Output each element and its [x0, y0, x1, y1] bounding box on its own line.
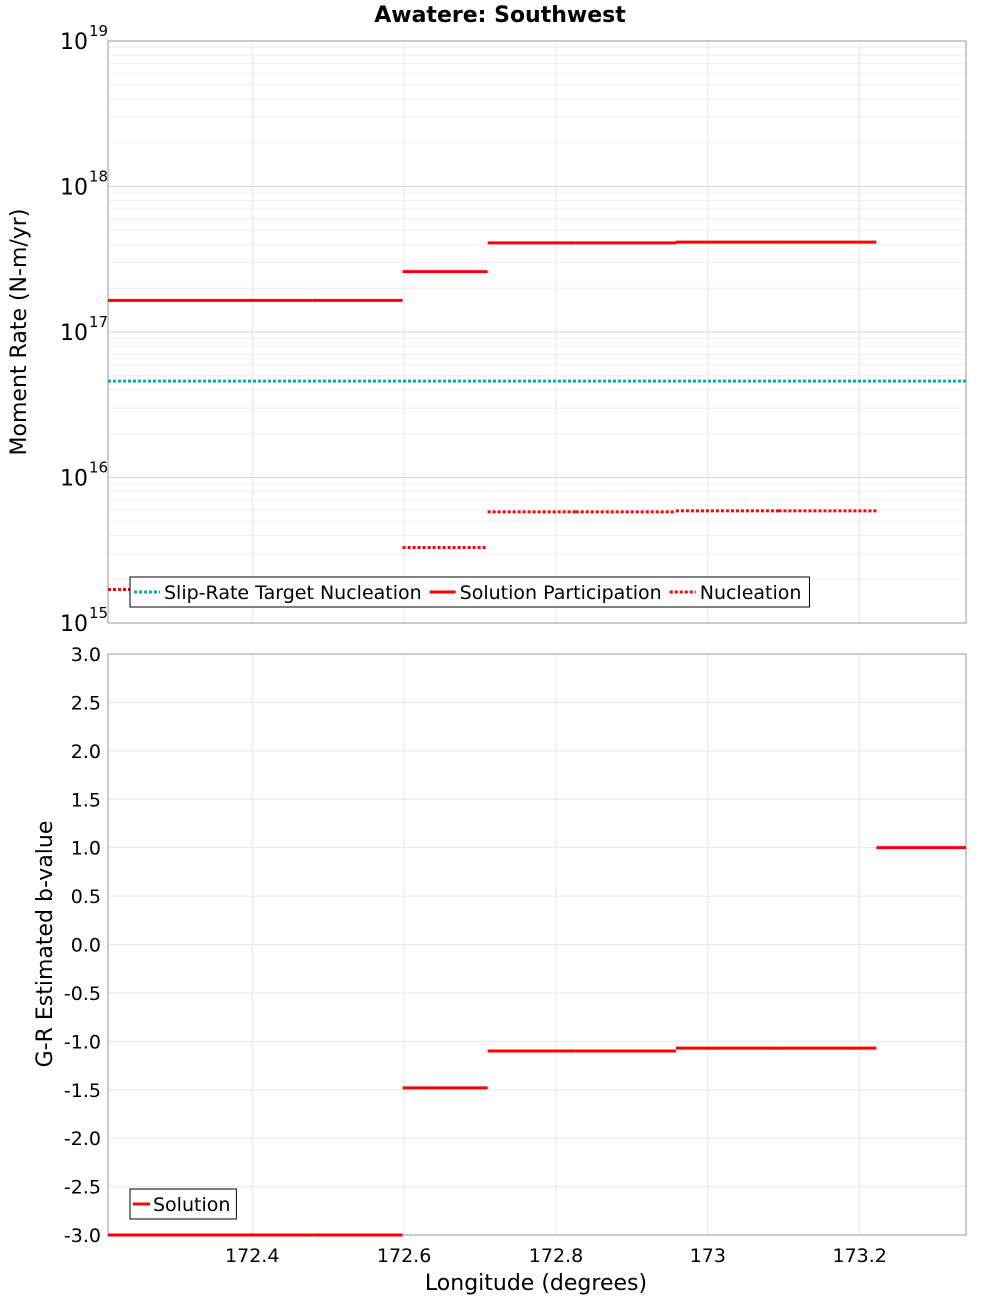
legend-label: Nucleation — [700, 582, 802, 604]
x-tick-label: 172.4 — [225, 1245, 279, 1267]
top-panel-y-axis-title: Moment Rate (N-m/yr) — [7, 209, 32, 456]
x-tick-label: 173.2 — [832, 1245, 886, 1267]
y-tick-label: -1.5 — [64, 1080, 101, 1102]
top-panel-legend: Slip-Rate Target Nucleation Solution Part… — [129, 576, 810, 608]
y-tick-label: 10 — [60, 467, 88, 492]
bottom-panel-legend: Solution — [129, 1188, 237, 1220]
y-tick-label: 1.0 — [71, 838, 101, 860]
bottom-panel-series — [108, 846, 966, 1237]
y-tick-label: 1.5 — [71, 789, 101, 811]
y-tick-exponent: 17 — [89, 313, 108, 331]
bottom-panel-y-ticks: 3.0 2.5 2.0 1.5 1.0 0.5 0.0 -0.5 -1.0 -1.5 -2.0 -2.… — [64, 644, 101, 1247]
bottom-panel-gridlines — [108, 653, 966, 1236]
bottom-panel-y-axis-title: G-R Estimated b-value — [33, 821, 58, 1068]
legend-label: Solution — [153, 1194, 230, 1216]
top-panel-frame — [107, 40, 967, 624]
bottom-panel-x-ticks: 172.4 172.6 172.8 173 173.2 — [225, 1245, 887, 1267]
legend-box — [129, 576, 810, 608]
x-tick-label: 172.8 — [529, 1245, 583, 1267]
y-tick-label: -2.0 — [64, 1128, 101, 1150]
x-axis-title: Longitude (degrees) — [425, 1271, 647, 1296]
y-tick-label: 2.0 — [71, 741, 101, 763]
y-tick-exponent: 18 — [89, 168, 108, 186]
y-tick-label: 10 — [60, 612, 88, 637]
legend-label: Solution Participation — [460, 582, 662, 604]
y-tick-label: 2.5 — [71, 692, 101, 714]
bottom-panel-frame — [107, 653, 967, 1236]
chart-title: Awatere: Southwest — [374, 3, 626, 28]
x-tick-label: 172.6 — [377, 1245, 431, 1267]
y-tick-exponent: 16 — [89, 459, 108, 477]
top-panel-gridlines — [108, 41, 966, 624]
y-tick-exponent: 19 — [89, 22, 108, 40]
top-panel-series — [108, 240, 966, 591]
y-tick-exponent: 15 — [89, 604, 108, 622]
y-tick-label: 3.0 — [71, 644, 101, 666]
y-tick-label: 10 — [60, 176, 88, 201]
legend-label: Slip-Rate Target Nucleation — [164, 582, 422, 604]
y-tick-label: -1.0 — [64, 1031, 101, 1053]
y-tick-label: -0.5 — [64, 983, 101, 1005]
y-tick-label: 0.0 — [71, 935, 101, 957]
y-tick-label: 0.5 — [71, 886, 101, 908]
y-tick-label: 10 — [60, 321, 88, 346]
y-tick-label: -2.5 — [64, 1177, 101, 1199]
y-tick-label: -3.0 — [64, 1225, 101, 1247]
x-tick-label: 173 — [690, 1245, 726, 1267]
y-tick-label: 10 — [60, 30, 88, 55]
